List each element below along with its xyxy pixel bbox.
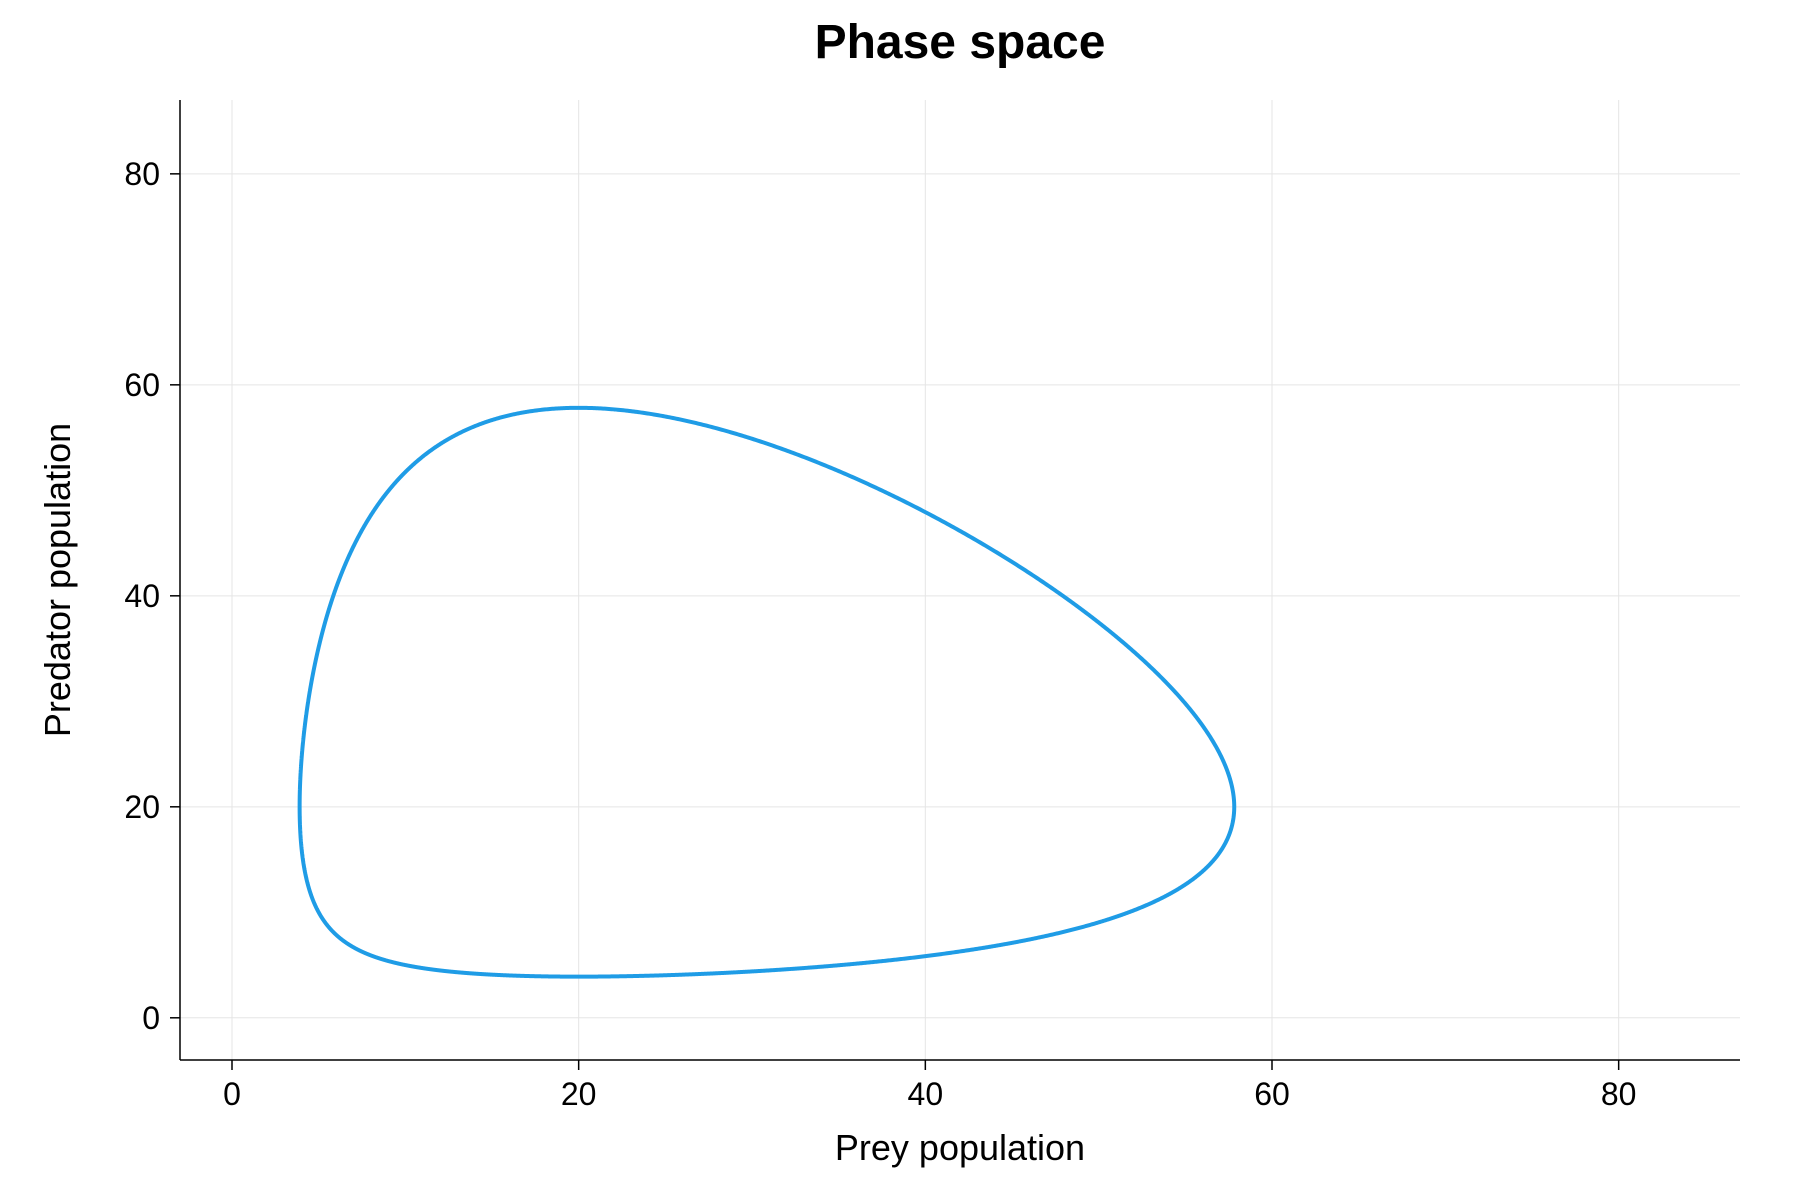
phase-trajectory xyxy=(300,408,1235,977)
x-axis-label: Prey population xyxy=(835,1127,1085,1168)
y-tick-label: 40 xyxy=(124,578,160,614)
chart-svg: 0 20 40 60 80 0 20 40 60 80 Phase space Prey popula… xyxy=(0,0,1800,1200)
chart-title: Phase space xyxy=(815,16,1106,69)
y-tick-label: 20 xyxy=(124,789,160,825)
y-tick-label: 80 xyxy=(124,156,160,192)
x-tick-label: 80 xyxy=(1601,1076,1637,1112)
y-axis-label: Predator population xyxy=(37,423,78,737)
phase-space-chart: 0 20 40 60 80 0 20 40 60 80 Phase space Prey popula… xyxy=(0,0,1800,1200)
y-tick-label: 0 xyxy=(142,1000,160,1036)
y-tick-label: 60 xyxy=(124,367,160,403)
x-tick-label: 40 xyxy=(908,1076,944,1112)
x-tick-label: 20 xyxy=(561,1076,597,1112)
x-tick-label: 0 xyxy=(223,1076,241,1112)
x-tick-label: 60 xyxy=(1254,1076,1290,1112)
